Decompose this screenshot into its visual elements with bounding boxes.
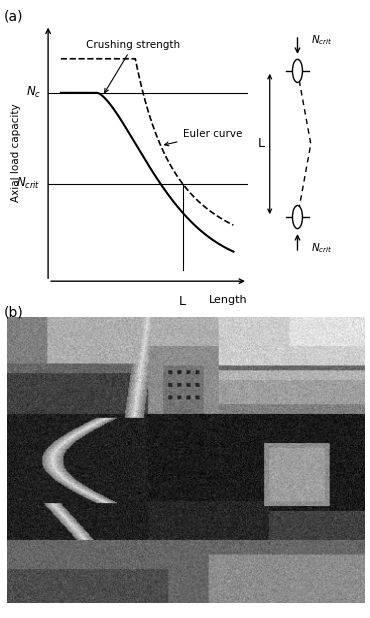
Text: (b): (b)	[4, 306, 23, 320]
Text: L: L	[258, 137, 264, 150]
Circle shape	[293, 206, 303, 229]
Circle shape	[293, 59, 303, 82]
Text: Axial load capacity: Axial load capacity	[11, 104, 21, 202]
Text: $N_c$: $N_c$	[26, 85, 41, 100]
Text: (a): (a)	[4, 9, 23, 23]
Text: $N_{crit}$: $N_{crit}$	[16, 176, 41, 191]
Text: Euler curve: Euler curve	[165, 129, 242, 146]
Text: Length: Length	[209, 295, 248, 305]
Text: $N_{crit}$: $N_{crit}$	[311, 241, 333, 255]
Text: Crushing strength: Crushing strength	[87, 40, 181, 93]
Text: $N_{crit}$: $N_{crit}$	[311, 33, 333, 47]
Text: L: L	[179, 295, 186, 308]
